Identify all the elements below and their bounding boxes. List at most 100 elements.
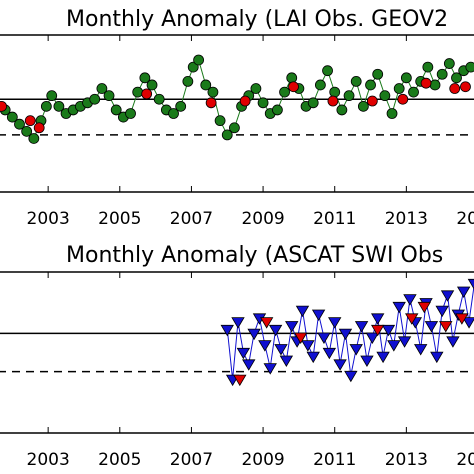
- data-point: [182, 75, 194, 87]
- data-point: [372, 68, 384, 80]
- x-tick-label: 2007: [170, 450, 213, 470]
- data-point: [236, 347, 251, 360]
- data-point: [333, 359, 347, 371]
- chart-title: Monthly Anomaly (ASCAT SWI Obs: [66, 243, 443, 268]
- data-point: [435, 305, 449, 318]
- data-point: [386, 108, 398, 119]
- data-point: [451, 72, 462, 84]
- data-point: [175, 100, 187, 112]
- data-point: [456, 286, 471, 298]
- data-point: [258, 340, 272, 352]
- data-point: [366, 95, 378, 107]
- data-point: [279, 355, 294, 367]
- data-point: [0, 100, 7, 112]
- data-point: [397, 93, 409, 105]
- data-point: [424, 321, 439, 333]
- x-tick-label: 2005: [98, 209, 141, 229]
- data-point: [168, 108, 179, 119]
- x-tick-label: 2007: [170, 209, 213, 229]
- data-point: [467, 278, 474, 290]
- data-point: [439, 321, 453, 333]
- x-tick-label: 2015: [456, 450, 474, 470]
- data-point: [338, 328, 353, 341]
- x-tick-label: 2003: [27, 450, 70, 470]
- data-point: [285, 321, 299, 333]
- data-point: [314, 79, 326, 91]
- lai-anomaly-panel: Monthly Anomaly (LAI Obs. GEOV2 2003 2005…: [0, 7, 474, 229]
- data-point: [301, 340, 315, 352]
- data-point: [460, 81, 471, 93]
- data-point: [221, 129, 233, 141]
- data-point: [239, 95, 251, 107]
- data-point: [242, 359, 256, 371]
- data-point: [214, 115, 226, 127]
- data-point: [229, 122, 240, 134]
- data-point: [405, 313, 419, 325]
- data-point: [132, 86, 144, 98]
- data-point: [306, 351, 320, 364]
- data-point: [336, 104, 348, 116]
- x-tick-label: 2005: [98, 450, 141, 470]
- data-point: [449, 83, 461, 94]
- data-point: [205, 97, 217, 109]
- data-point: [365, 79, 376, 91]
- x-tick-label: 2011: [313, 209, 356, 229]
- data-point: [24, 115, 36, 127]
- data-point: [354, 321, 369, 333]
- data-point: [360, 355, 374, 367]
- data-point: [207, 86, 219, 98]
- x-tick-label: 2015: [456, 209, 474, 229]
- data-point: [103, 90, 115, 102]
- data-point: [381, 324, 396, 337]
- data-point: [403, 294, 417, 306]
- data-point: [413, 344, 428, 356]
- data-point: [293, 332, 308, 344]
- data-point: [349, 344, 363, 356]
- data-point: [446, 336, 460, 348]
- plot-frame: [0, 271, 474, 434]
- data-point: [259, 317, 274, 329]
- data-point: [6, 111, 18, 123]
- x-tick-label: 2013: [385, 450, 428, 470]
- x-tick-label: 2011: [313, 450, 356, 470]
- data-point: [417, 301, 431, 314]
- data-point: [257, 97, 269, 109]
- data-point: [268, 324, 283, 337]
- data-point: [379, 90, 391, 102]
- data-point: [286, 72, 298, 84]
- data-point: [250, 83, 262, 94]
- data-point: [436, 68, 448, 80]
- data-point: [311, 309, 326, 321]
- data-point: [33, 122, 45, 134]
- data-point: [141, 88, 153, 100]
- data-point: [53, 100, 65, 112]
- data-point: [21, 125, 33, 137]
- data-point: [371, 313, 385, 325]
- data-point: [14, 118, 25, 130]
- series-line: [226, 283, 474, 380]
- data-point: [400, 72, 412, 84]
- data-point: [96, 83, 108, 94]
- data-point: [430, 351, 444, 364]
- data-point: [322, 65, 333, 77]
- data-point: [329, 86, 341, 98]
- data-point: [187, 61, 199, 73]
- data-point: [328, 317, 342, 329]
- data-point: [247, 328, 261, 341]
- data-point: [387, 340, 401, 352]
- x-tick-label: 2009: [241, 209, 284, 229]
- data-point: [272, 104, 283, 116]
- data-point: [125, 108, 136, 119]
- data-point: [220, 324, 234, 337]
- data-point: [89, 93, 101, 105]
- data-point: [139, 72, 151, 84]
- data-point: [350, 75, 362, 87]
- data-point: [193, 54, 204, 66]
- data-point: [40, 100, 52, 112]
- data-point: [420, 77, 432, 89]
- data-point: [357, 100, 369, 112]
- data-point: [153, 93, 165, 105]
- data-point: [288, 81, 299, 93]
- data-point: [327, 95, 339, 107]
- data-point: [274, 344, 288, 356]
